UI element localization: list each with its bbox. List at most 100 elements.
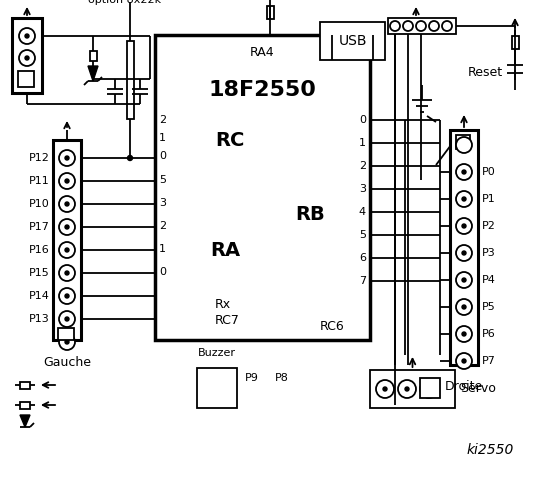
Text: RC6: RC6 — [320, 321, 345, 334]
Bar — [12, 18, 42, 93]
Circle shape — [398, 380, 416, 398]
Circle shape — [59, 311, 75, 327]
Circle shape — [456, 326, 472, 342]
Circle shape — [462, 197, 466, 201]
Bar — [53, 140, 81, 340]
Circle shape — [59, 334, 75, 350]
Circle shape — [390, 21, 400, 31]
Circle shape — [59, 173, 75, 189]
Text: 0: 0 — [359, 115, 366, 125]
Circle shape — [59, 288, 75, 304]
Circle shape — [65, 271, 69, 275]
Circle shape — [376, 380, 394, 398]
Text: P8: P8 — [275, 373, 289, 383]
Text: P4: P4 — [482, 275, 496, 285]
Circle shape — [442, 21, 452, 31]
Text: P0: P0 — [482, 167, 495, 177]
Text: P15: P15 — [29, 268, 50, 278]
Polygon shape — [88, 66, 98, 81]
Text: Gauche: Gauche — [43, 356, 91, 369]
Circle shape — [59, 150, 75, 166]
Circle shape — [462, 332, 466, 336]
Circle shape — [456, 137, 472, 153]
Text: option 8x22k: option 8x22k — [88, 0, 161, 5]
Bar — [20, 382, 30, 388]
Circle shape — [456, 299, 472, 315]
Circle shape — [429, 21, 439, 31]
Bar — [197, 368, 237, 408]
Text: RB: RB — [295, 205, 325, 225]
Circle shape — [456, 218, 472, 234]
Circle shape — [462, 170, 466, 174]
Circle shape — [128, 156, 133, 160]
Circle shape — [456, 272, 472, 288]
Bar — [58, 328, 74, 340]
Text: 5: 5 — [359, 230, 366, 240]
Circle shape — [65, 202, 69, 206]
Circle shape — [59, 219, 75, 235]
Text: 2: 2 — [159, 221, 166, 231]
Text: Droite: Droite — [445, 380, 483, 393]
Text: Servo: Servo — [460, 383, 496, 396]
Text: Buzzer: Buzzer — [198, 348, 236, 358]
Text: 1: 1 — [359, 138, 366, 148]
Text: Rx: Rx — [215, 299, 231, 312]
Circle shape — [59, 265, 75, 281]
Circle shape — [19, 50, 35, 66]
Text: P6: P6 — [482, 329, 495, 339]
Text: 18F2550: 18F2550 — [208, 80, 316, 100]
Text: 6: 6 — [359, 253, 366, 263]
Circle shape — [65, 248, 69, 252]
Circle shape — [65, 340, 69, 344]
Circle shape — [25, 56, 29, 60]
Text: P3: P3 — [482, 248, 495, 258]
Bar — [512, 36, 519, 49]
Circle shape — [65, 317, 69, 321]
Circle shape — [420, 380, 438, 398]
Bar — [267, 6, 274, 19]
Text: P10: P10 — [29, 199, 50, 209]
Circle shape — [65, 179, 69, 183]
Text: 3: 3 — [359, 184, 366, 194]
Bar — [20, 401, 30, 408]
Bar — [155, 35, 370, 340]
Bar — [450, 130, 478, 365]
Text: 5: 5 — [159, 175, 166, 185]
Text: 7: 7 — [359, 276, 366, 286]
Bar — [90, 51, 97, 61]
Text: 2: 2 — [159, 115, 166, 125]
Circle shape — [65, 225, 69, 229]
Circle shape — [456, 191, 472, 207]
Text: P2: P2 — [482, 221, 496, 231]
Text: P9: P9 — [245, 373, 259, 383]
Text: RC7: RC7 — [215, 313, 240, 326]
Text: P7: P7 — [482, 356, 496, 366]
Text: P17: P17 — [29, 222, 50, 232]
Circle shape — [462, 305, 466, 309]
Text: P16: P16 — [29, 245, 50, 255]
Text: 2: 2 — [359, 161, 366, 171]
Text: P11: P11 — [29, 176, 50, 186]
Circle shape — [383, 387, 387, 391]
Text: P12: P12 — [29, 153, 50, 163]
Circle shape — [456, 245, 472, 261]
Circle shape — [462, 224, 466, 228]
Circle shape — [462, 359, 466, 363]
Circle shape — [403, 21, 413, 31]
Circle shape — [19, 28, 35, 44]
Text: P13: P13 — [29, 314, 50, 324]
Circle shape — [65, 294, 69, 298]
Text: USB: USB — [338, 34, 367, 48]
Text: P5: P5 — [482, 302, 495, 312]
Circle shape — [416, 21, 426, 31]
Bar — [456, 135, 470, 149]
Bar — [370, 370, 455, 408]
Text: 3: 3 — [159, 198, 166, 208]
Bar — [18, 71, 34, 87]
Text: 1: 1 — [159, 133, 166, 143]
Text: RA: RA — [210, 240, 240, 260]
Text: P1: P1 — [482, 194, 495, 204]
Circle shape — [25, 34, 29, 38]
Circle shape — [456, 164, 472, 180]
Text: Reset: Reset — [467, 65, 503, 79]
